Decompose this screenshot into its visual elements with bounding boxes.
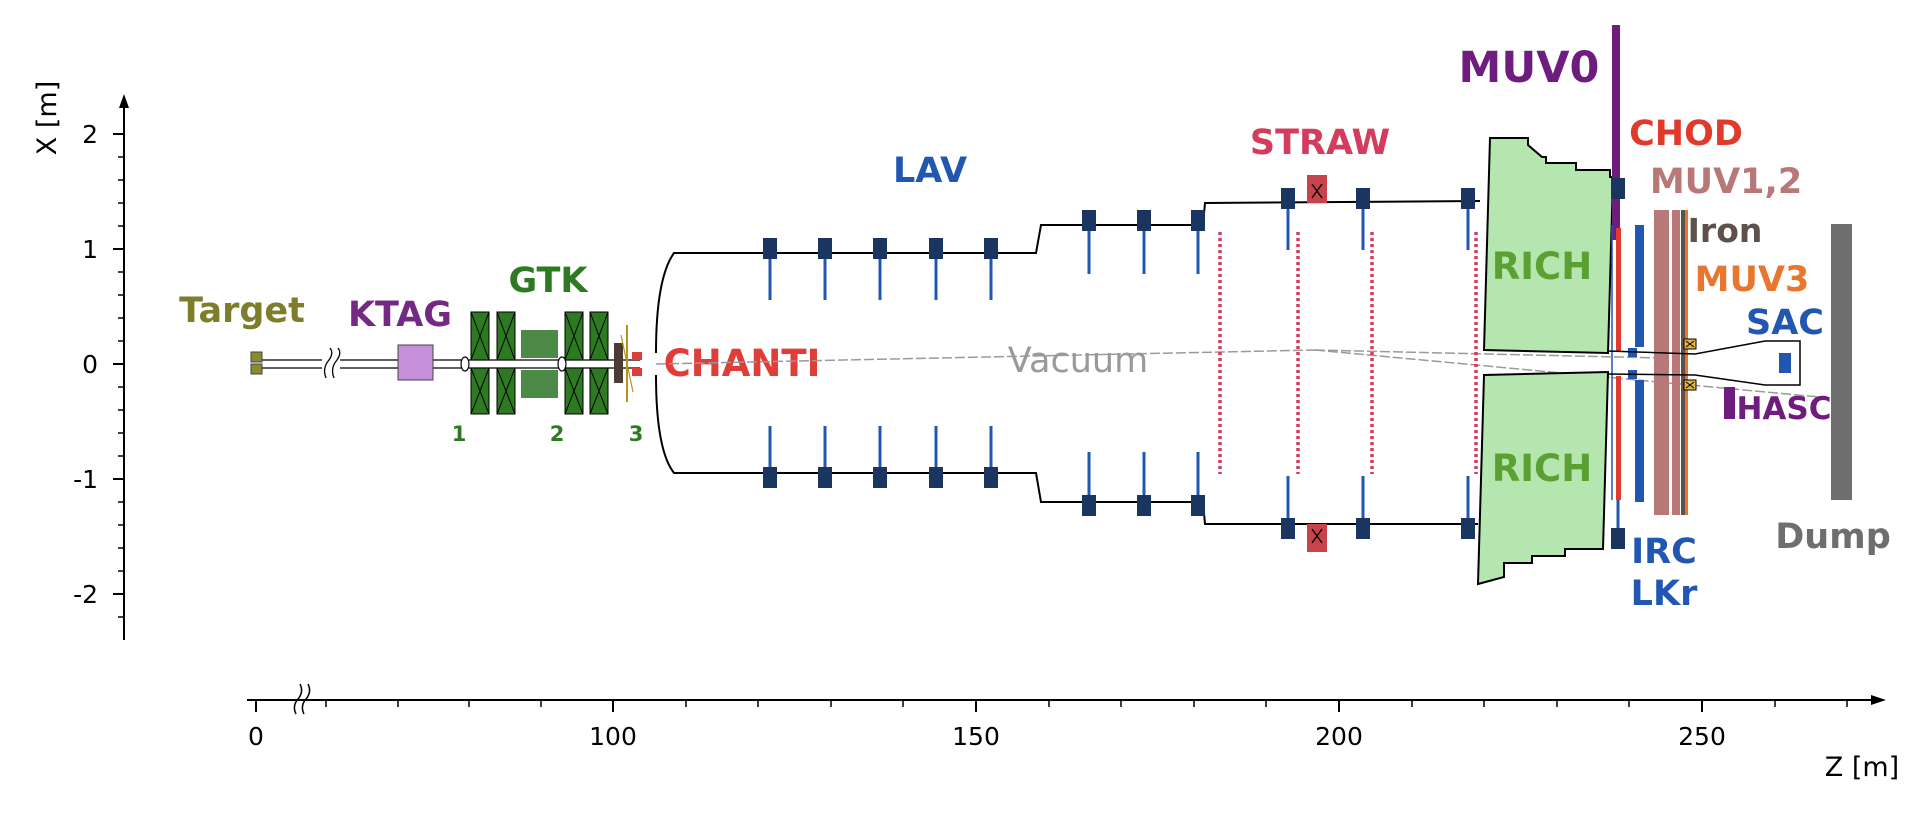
z-axis: 0 100 150 200 250 Z [m] <box>247 683 1899 783</box>
rich-top-label: RICH <box>1492 245 1592 288</box>
chod: CHOD <box>1611 114 1743 500</box>
z-tick-100: 100 <box>589 722 637 751</box>
z-tick-200: 200 <box>1315 722 1363 751</box>
iron-label: Iron <box>1688 211 1763 250</box>
rich-bottom-label: RICH <box>1492 447 1592 490</box>
straw-label: STRAW <box>1250 123 1390 163</box>
x-tick-minus2: -2 <box>73 580 98 609</box>
hasc: HASC <box>1724 387 1832 427</box>
vacuum-beam: Vacuum <box>655 341 1831 399</box>
x-axis-label: X [m] <box>32 81 63 155</box>
gtk-station-2: 2 <box>550 422 565 446</box>
muv3-label: MUV3 <box>1695 260 1810 300</box>
gtk-station-3: 3 <box>629 422 644 446</box>
dump: Dump <box>1775 224 1891 557</box>
x-tick-2: 2 <box>82 120 98 149</box>
rich: RICH RICH <box>1476 137 1615 586</box>
ktag: KTAG <box>348 295 452 381</box>
x-tick-1: 1 <box>82 235 98 264</box>
straw-chambers: STRAW <box>1218 123 1478 552</box>
target-label: Target <box>179 291 305 331</box>
lav-label: LAV <box>893 151 967 191</box>
z-tick-0: 0 <box>248 722 264 751</box>
vacuum-tank-outline <box>655 200 1481 525</box>
gtk-station-1: 1 <box>452 422 467 446</box>
muv12-label: MUV1,2 <box>1650 162 1802 202</box>
ktag-label: KTAG <box>348 295 452 335</box>
z-axis-label: Z [m] <box>1825 752 1899 783</box>
z-tick-150: 150 <box>952 722 1000 751</box>
x-axis: 2 1 0 -1 -2 X [m] <box>32 81 129 640</box>
target: Target <box>179 291 305 375</box>
z-tick-250: 250 <box>1678 722 1726 751</box>
x-tick-minus1: -1 <box>73 465 98 494</box>
irc-label: IRC <box>1631 532 1697 572</box>
chod-label: CHOD <box>1629 114 1743 154</box>
gtk: GTK 1 2 3 <box>452 261 644 446</box>
lkr-label: LKr <box>1631 574 1698 614</box>
muv3: MUV3 <box>1685 210 1809 515</box>
x-tick-0: 0 <box>82 350 98 379</box>
hasc-label: HASC <box>1736 391 1831 427</box>
sac: SAC <box>1746 303 1824 373</box>
chanti: CHANTI <box>614 325 820 402</box>
muv0: MUV0 <box>1459 25 1620 240</box>
vacuum-label: Vacuum <box>1008 341 1148 381</box>
muv12: MUV1,2 <box>1650 162 1802 515</box>
iron: Iron <box>1681 210 1762 515</box>
downstream-pipe <box>1607 340 1801 386</box>
gtk-label: GTK <box>508 261 589 301</box>
irc-lkr: IRC LKr <box>1611 178 1698 614</box>
sac-label: SAC <box>1746 303 1824 343</box>
magnet-markers <box>1683 338 1697 391</box>
dump-label: Dump <box>1775 517 1891 557</box>
muv0-label: MUV0 <box>1459 43 1600 93</box>
